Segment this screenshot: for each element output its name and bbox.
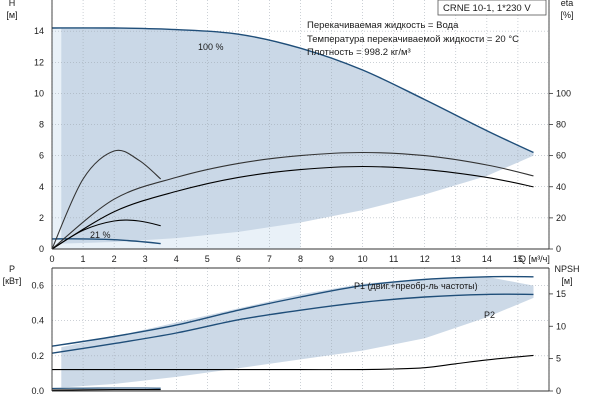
y-right-tick-label: 100 — [556, 88, 571, 98]
y-right-tick-label: 20 — [556, 213, 566, 223]
y-right-tick-label: 10 — [556, 321, 566, 331]
y-left-tick-label: 0 — [39, 244, 44, 254]
x-tick-label: 8 — [298, 254, 303, 264]
x-tick-label: 5 — [205, 254, 210, 264]
y-left-tick-label: 10 — [34, 88, 44, 98]
x-tick-label: 10 — [358, 254, 368, 264]
y-right-tick-label: 5 — [556, 354, 561, 364]
x-tick-label: 2 — [112, 254, 117, 264]
series-line-1-4 — [52, 390, 161, 391]
y-left-axis-unit: [кВт] — [3, 276, 22, 286]
curve-label-100: 100 % — [198, 42, 224, 52]
y-left-tick-label: 14 — [34, 26, 44, 36]
y-right-tick-label: 40 — [556, 182, 566, 192]
x-tick-label: 14 — [482, 254, 492, 264]
curve-label-21: 21 % — [90, 230, 111, 240]
y-left-tick-label: 8 — [39, 120, 44, 130]
y-left-axis-title: H — [9, 0, 16, 8]
annotation-liquid: Перекачиваемая жидкость = Вода — [307, 20, 459, 31]
annotation-temperature: Температура перекачиваемой жидкости = 20… — [307, 34, 519, 45]
x-tick-label: 4 — [174, 254, 179, 264]
y-right-tick-label: 15 — [556, 289, 566, 299]
title-box: CRNE 10-1, 1*230 V — [438, 0, 546, 15]
x-tick-label: 9 — [329, 254, 334, 264]
y-left-tick-label: 0.4 — [31, 316, 44, 326]
y-left-tick-label: 12 — [34, 57, 44, 67]
y-right-axis-title: NPSH — [554, 264, 579, 274]
x-tick-label: 11 — [389, 254, 398, 264]
x-tick-label: 7 — [267, 254, 272, 264]
x-tick-label: 1 — [81, 254, 86, 264]
y-left-axis-title: P — [9, 264, 15, 274]
x-tick-label: 6 — [236, 254, 241, 264]
legend-p2: P2 — [484, 310, 495, 320]
x-tick-label: 0 — [49, 254, 54, 264]
x-axis-label: Q [м³/ч] — [519, 254, 550, 264]
legend-p1: P1 (двиг.+преобр-ль частоты) — [354, 281, 478, 291]
y-left-tick-label: 0.0 — [31, 386, 44, 396]
y-left-tick-label: 6 — [39, 151, 44, 161]
y-right-axis-unit: [м] — [561, 276, 572, 286]
y-right-tick-label: 80 — [556, 120, 566, 130]
y-right-tick-label: 0 — [556, 244, 561, 254]
y-left-tick-label: 0.6 — [31, 281, 44, 291]
x-tick-label: 12 — [420, 254, 430, 264]
y-right-axis-unit: [%] — [560, 10, 573, 20]
y-right-tick-label: 60 — [556, 151, 566, 161]
operating-range-area — [52, 28, 534, 244]
x-tick-label: 3 — [143, 254, 148, 264]
x-tick-label: 13 — [451, 254, 461, 264]
y-right-axis-title: eta — [561, 0, 574, 8]
y-left-axis-unit: [м] — [6, 10, 17, 20]
annotation-density: Плотность = 998.2 кг/м³ — [307, 47, 411, 58]
y-left-tick-label: 0.2 — [31, 351, 44, 361]
y-right-tick-label: 0 — [556, 386, 561, 396]
chart-title: CRNE 10-1, 1*230 V — [443, 3, 531, 14]
y-left-tick-label: 2 — [39, 213, 44, 223]
operating-range-area — [61, 277, 533, 388]
y-left-tick-label: 4 — [39, 182, 44, 192]
